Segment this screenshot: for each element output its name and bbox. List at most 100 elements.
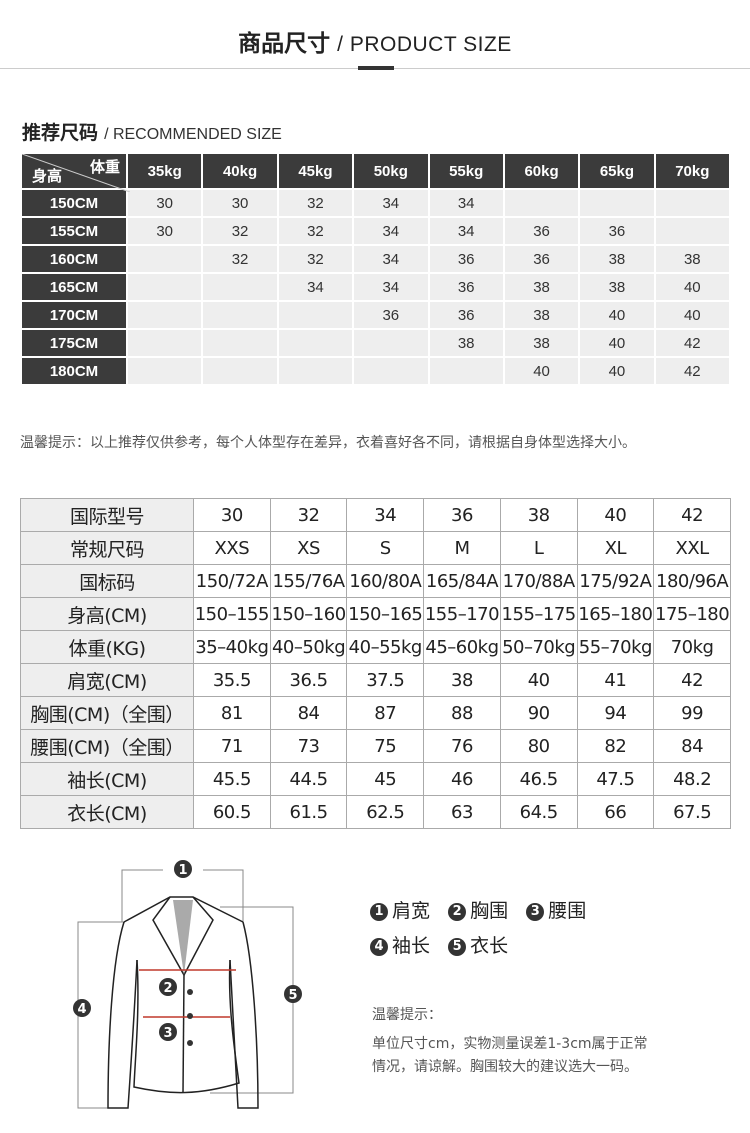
size-spec-table: 国际型号 30 32 34 36 38 40 42 常规尺码 XXS XS S M L XL XXL 国标码 15… [20,498,731,829]
size-cell: 36 [427,300,505,330]
value-cell: 160/80A [346,564,425,598]
marker-icon: 3 [526,903,545,921]
size-cell [201,272,279,302]
size-cell: 30 [125,188,204,218]
marker-2: 2 [163,981,172,996]
weight-header: 45kg [276,152,355,190]
value-cell: L [499,531,578,565]
weight-header: 60kg [502,152,581,190]
size-cell: 42 [653,356,732,386]
legend-row-1: 1 肩宽 2 胸围 3 腰围 [370,896,586,923]
legend-label: 衣长 [470,935,509,957]
marker-icon: 1 [370,903,388,921]
height-header: 160CM [20,244,128,274]
value-cell: 34 [346,498,425,532]
table-row: 袖长(CM) 45.5 44.5 45 46 46.5 47.5 48.2 [20,762,731,796]
value-cell: 46.5 [499,762,578,796]
table-row: 腰围(CM)（全围） 71 73 75 76 80 82 84 [20,729,731,763]
size-cell [276,356,355,386]
height-header: 175CM [20,328,128,358]
row-label: 腰围(CM)（全围） [20,729,194,763]
size-cell: 34 [427,216,505,246]
recommend-note: 温馨提示：以上推荐仅供参考，每个人体型存在差异，衣着喜好各不同，请根据自身体型选… [20,435,636,451]
size-cell: 32 [276,244,355,274]
weight-header: 65kg [578,152,656,190]
value-cell: 61.5 [269,795,348,829]
value-cell: 45.5 [193,762,271,796]
size-cell: 38 [578,272,656,302]
value-cell: 42 [653,498,731,532]
value-cell: 150/72A [193,564,271,598]
value-cell: 40 [576,498,655,532]
value-cell: 155–175 [499,597,578,631]
title-cn: 商品尺寸 [238,31,331,57]
value-cell: 175/92A [576,564,655,598]
value-cell: 155/76A [269,564,348,598]
size-cell: 34 [352,244,430,274]
value-cell: 99 [653,696,731,730]
value-cell: M [423,531,501,565]
weight-header: 50kg [352,152,430,190]
size-cell: 34 [352,216,430,246]
size-cell: 40 [578,300,656,330]
marker-4: 4 [77,1002,86,1017]
tip-line: 单位尺寸cm，实物测量误差1-3cm属于正常 [372,1036,648,1052]
value-cell: 50–70kg [499,630,578,664]
size-cell [427,356,505,386]
jacket-diagram: 1 2 3 4 5 [73,860,302,1109]
value-cell: 150–160 [269,597,348,631]
height-header: 180CM [20,356,128,386]
size-cell: 40 [653,272,732,302]
weight-header: 40kg [201,152,279,190]
value-cell: 55–70kg [576,630,655,664]
value-cell: 70kg [653,630,731,664]
size-cell: 34 [427,188,505,218]
value-cell: XS [269,531,348,565]
table-row: 胸围(CM)（全围） 81 84 87 88 90 94 99 [20,696,731,730]
value-cell: 40–50kg [269,630,348,664]
size-cell: 32 [201,216,279,246]
value-cell: 36.5 [269,663,348,697]
value-cell: 180/96A [653,564,731,598]
value-cell: 44.5 [269,762,348,796]
value-cell: 42 [653,663,731,697]
table-row: 国标码 150/72A 155/76A 160/80A 165/84A 170/88A 17… [20,564,731,598]
value-cell: 40 [499,663,578,697]
size-cell: 34 [276,272,355,302]
corner-header: 体重 身高 [20,152,130,192]
weight-header: 55kg [427,152,505,190]
table-row: 常规尺码 XXS XS S M L XL XXL [20,531,731,565]
value-cell: 82 [576,729,655,763]
diagonal-line [22,154,130,192]
height-header: 150CM [20,188,128,218]
row-label: 胸围(CM)（全围） [20,696,194,730]
collar-fill [173,900,193,975]
marker-icon: 4 [370,938,388,956]
table-row: 体重(KG) 35–40kg 40–50kg 40–55kg 45–60kg 50–70k… [20,630,731,664]
value-cell: 84 [653,729,731,763]
value-cell: 38 [423,663,501,697]
size-cell: 40 [578,328,656,358]
size-cell [276,300,355,330]
legend-label: 腰围 [548,900,587,922]
size-cell: 36 [502,216,581,246]
value-cell: XXL [653,531,731,565]
value-cell: XXS [193,531,271,565]
value-cell: 165/84A [423,564,501,598]
size-cell: 36 [502,244,581,274]
size-cell: 34 [352,272,430,302]
size-cell: 38 [653,244,732,274]
value-cell: 155–170 [423,597,501,631]
value-cell: 73 [269,729,348,763]
size-cell [653,216,732,246]
value-cell: 67.5 [653,795,731,829]
value-cell: 90 [499,696,578,730]
recommended-size-table: 体重 身高 35kg 40kg 45kg 50kg 55kg 60kg 65kg 70kg 1… [20,152,732,386]
value-cell: 30 [193,498,271,532]
value-cell: 35.5 [193,663,271,697]
value-cell: 75 [346,729,425,763]
size-cell: 36 [427,244,505,274]
title-en: / PRODUCT SIZE [337,33,512,56]
value-cell: S [346,531,425,565]
